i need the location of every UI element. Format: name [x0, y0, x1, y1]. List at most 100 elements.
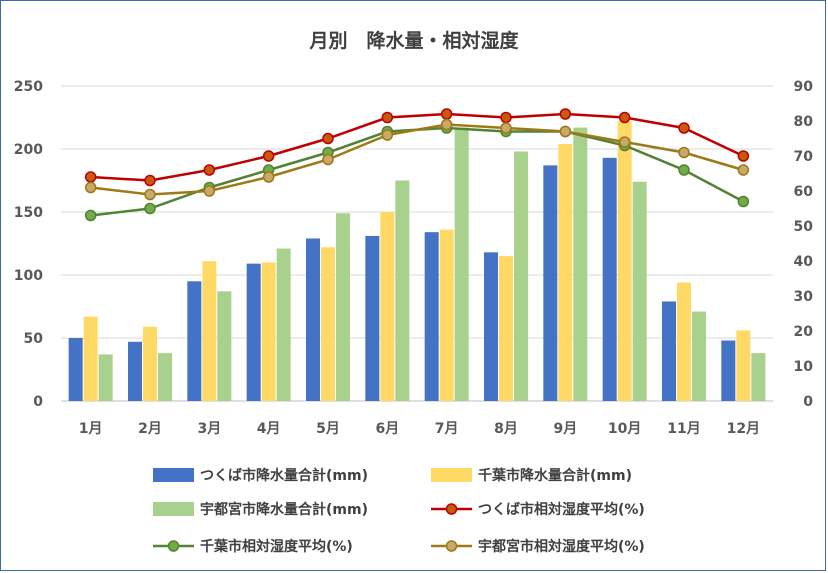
- line-marker-3: [322, 153, 334, 166]
- y-right-tick-label: 30: [794, 289, 814, 305]
- line-marker-1: [618, 111, 631, 124]
- line-marker-1: [262, 150, 275, 162]
- x-tick-label: 7月: [435, 421, 459, 437]
- x-tick-label: 6月: [375, 421, 399, 437]
- line-marker-2: [144, 202, 156, 215]
- line-marker-2: [678, 164, 690, 176]
- bar-3: [98, 354, 113, 401]
- line-marker-1: [322, 132, 334, 145]
- bar-3: [395, 180, 410, 401]
- chart-title: 月別 降水量・相対湿度: [308, 29, 519, 52]
- bar-2: [736, 330, 751, 401]
- line-marker-3: [381, 129, 394, 141]
- series-line-1: [90, 112, 744, 182]
- bar-2: [380, 212, 395, 401]
- line-marker-1: [144, 174, 156, 187]
- bar-3: [454, 127, 469, 401]
- bar-3: [692, 311, 706, 401]
- bar-3: [751, 353, 766, 401]
- line-marker-3: [618, 136, 631, 148]
- bar-2: [202, 261, 217, 401]
- y-left-tick-label: 100: [14, 268, 43, 284]
- x-tick-label: 11月: [667, 421, 700, 437]
- bar-2: [143, 326, 157, 401]
- line-marker-1: [737, 150, 750, 162]
- x-tick-label: 4月: [257, 421, 281, 437]
- bar-2: [677, 282, 691, 401]
- y-right-tick-label: 60: [794, 184, 814, 200]
- line-marker-3: [678, 146, 690, 159]
- y-right-tick-label: 20: [794, 324, 814, 340]
- legend-label: 宇都宮市相対湿度平均(%): [478, 538, 645, 555]
- legend-swatch-bar: [431, 468, 472, 482]
- line-marker-3: [500, 122, 512, 134]
- bar-3: [276, 248, 291, 401]
- line-marker-1: [84, 171, 97, 183]
- bar-2: [321, 247, 335, 401]
- line-marker-1: [559, 108, 572, 120]
- bar-3: [632, 181, 647, 401]
- line-marker-3: [440, 118, 453, 131]
- y-right-tick-label: 40: [794, 254, 814, 270]
- line-marker-3: [559, 125, 572, 138]
- x-tick-label: 1月: [79, 421, 103, 437]
- bar-1: [424, 232, 439, 401]
- y-left-tick-label: 250: [14, 79, 43, 95]
- bar-1: [68, 338, 83, 401]
- line-marker-2: [84, 209, 97, 222]
- bar-1: [365, 235, 380, 401]
- legend-label: 千葉市相対湿度平均(%): [200, 538, 353, 555]
- bar-2: [83, 316, 98, 401]
- y-left-tick-label: 0: [33, 394, 43, 410]
- bar-2: [261, 262, 276, 401]
- line-marker-3: [262, 171, 275, 183]
- y-right-tick-label: 70: [794, 149, 814, 165]
- x-tick-label: 9月: [553, 421, 577, 437]
- bar-1: [484, 252, 498, 401]
- bar-2: [617, 121, 632, 401]
- line-marker-1: [440, 108, 453, 120]
- y-left-tick-label: 50: [24, 331, 44, 347]
- bar-1: [246, 263, 261, 401]
- bar-3: [514, 151, 528, 401]
- bar-1: [662, 301, 676, 401]
- series-line-3: [90, 123, 744, 196]
- bar-3: [336, 213, 350, 401]
- legend-label: 千葉市降水量合計(mm): [478, 467, 632, 484]
- x-tick-label: 8月: [494, 421, 518, 437]
- bar-1: [543, 165, 558, 401]
- bar-3: [217, 291, 232, 401]
- y-right-tick-label: 10: [794, 359, 814, 375]
- line-marker-1: [203, 164, 216, 176]
- line-marker-3: [84, 181, 97, 194]
- line-marker-3: [203, 185, 216, 197]
- legend-swatch-marker: [445, 503, 458, 515]
- legend-label: つくば市相対湿度平均(%): [478, 501, 645, 518]
- y-left-tick-label: 150: [14, 205, 43, 221]
- bar-1: [721, 340, 736, 401]
- bar-1: [187, 281, 202, 401]
- y-right-tick-label: 80: [794, 114, 814, 130]
- line-marker-2: [737, 195, 750, 208]
- bar-1: [128, 341, 142, 401]
- x-tick-label: 10月: [608, 421, 641, 437]
- legend-label: 宇都宮市降水量合計(mm): [200, 501, 368, 518]
- bar-2: [558, 143, 573, 401]
- bar-3: [573, 127, 588, 401]
- legend-swatch-marker: [445, 540, 458, 552]
- line-marker-1: [381, 111, 394, 124]
- legend-swatch-bar: [153, 502, 194, 516]
- y-left-tick-label: 200: [14, 142, 43, 158]
- y-right-tick-label: 50: [794, 219, 814, 235]
- bar-3: [158, 353, 172, 401]
- bar-1: [602, 157, 617, 401]
- line-marker-1: [678, 122, 690, 134]
- legend-label: つくば市降水量合計(mm): [200, 467, 368, 484]
- x-tick-label: 3月: [197, 421, 221, 437]
- bar-1: [306, 238, 320, 401]
- bar-2: [439, 229, 454, 401]
- legend-swatch-marker: [167, 540, 180, 552]
- y-right-tick-label: 0: [803, 394, 813, 410]
